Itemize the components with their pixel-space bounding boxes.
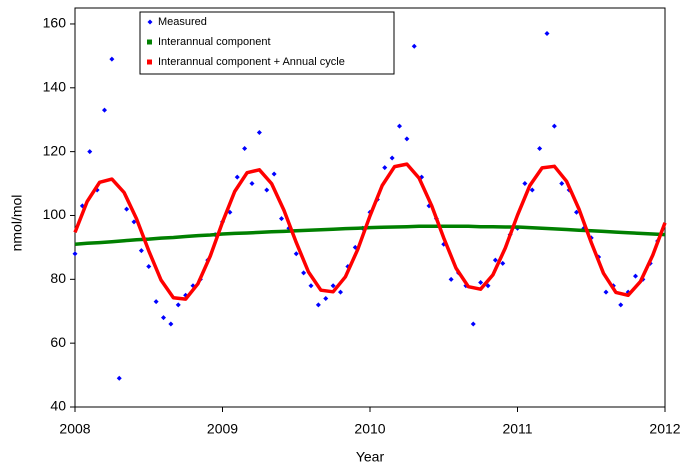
legend-label: Measured: [158, 16, 207, 28]
data-point: [330, 283, 336, 289]
y-tick-label: 120: [43, 142, 67, 158]
data-point: [500, 260, 506, 266]
data-point: [338, 289, 343, 295]
data-point: [308, 283, 314, 289]
x-tick-label: 2008: [59, 421, 90, 437]
x-tick-label: 2010: [354, 421, 385, 437]
legend-marker: [147, 59, 152, 65]
data-point: [109, 56, 115, 62]
data-point: [470, 321, 476, 327]
data-point: [279, 216, 284, 222]
data-point: [537, 145, 543, 151]
x-tick-label: 2009: [207, 421, 238, 437]
data-point: [249, 181, 255, 187]
x-tick-label: 2012: [649, 421, 680, 437]
data-point: [242, 145, 248, 151]
y-tick-label: 80: [50, 270, 66, 286]
legend-label: Interannual component: [158, 36, 271, 48]
data-point: [124, 206, 130, 212]
legend-label: Interannual component + Annual cycle: [158, 56, 345, 68]
data-point: [559, 181, 565, 187]
data-point: [397, 123, 402, 129]
y-tick-label: 160: [43, 15, 67, 31]
legend-marker: [147, 39, 152, 45]
data-point: [618, 302, 624, 308]
data-point: [522, 181, 528, 187]
y-axis-label: nmol/mol: [9, 195, 25, 252]
data-point: [492, 257, 498, 263]
data-point: [404, 136, 410, 142]
data-point: [389, 155, 395, 161]
data-point: [551, 123, 557, 129]
y-tick-label: 60: [50, 334, 66, 350]
data-point: [323, 295, 329, 301]
data-point: [603, 289, 609, 295]
series-line: [74, 224, 666, 246]
data-point: [168, 321, 174, 327]
data-point: [153, 299, 159, 305]
y-tick-label: 40: [50, 398, 66, 414]
data-point: [116, 375, 122, 381]
data-point: [271, 171, 277, 177]
data-point: [633, 273, 638, 279]
data-point: [138, 248, 144, 254]
data-point: [264, 187, 270, 193]
data-point: [87, 149, 93, 155]
data-point: [574, 209, 579, 215]
data-point: [256, 129, 262, 135]
data-point: [529, 187, 535, 193]
data-point: [72, 251, 78, 257]
data-point: [102, 107, 107, 113]
data-point: [478, 280, 484, 286]
y-tick-label: 140: [43, 79, 67, 95]
data-point: [161, 315, 166, 321]
data-point: [131, 219, 137, 225]
x-axis-label: Year: [356, 449, 385, 465]
y-tick-label: 100: [43, 206, 67, 222]
data-point: [301, 270, 307, 276]
data-point: [382, 165, 388, 171]
data-point: [544, 31, 550, 37]
data-point: [146, 264, 152, 270]
data-point: [448, 276, 454, 282]
data-point: [175, 302, 181, 308]
data-point: [315, 302, 321, 308]
data-point: [234, 174, 240, 180]
x-tick-label: 2011: [502, 421, 532, 437]
data-point: [293, 251, 299, 257]
legend: [139, 11, 395, 75]
series-line: [73, 162, 667, 301]
legend-marker: [147, 19, 153, 25]
data-point: [411, 43, 417, 49]
